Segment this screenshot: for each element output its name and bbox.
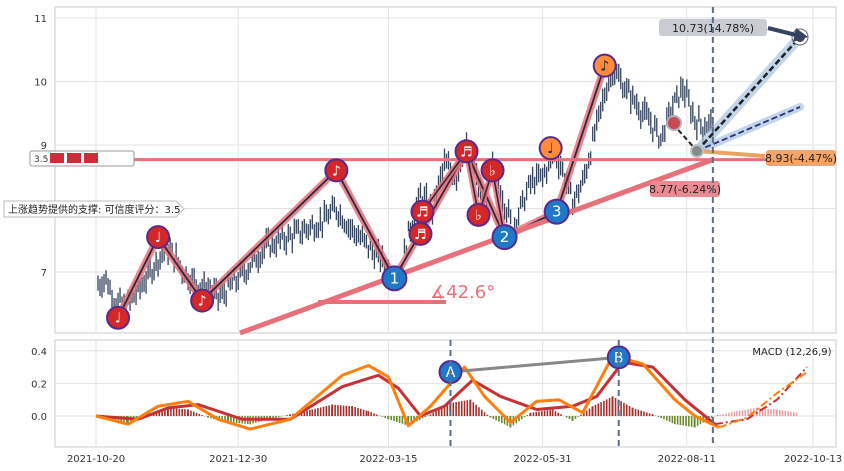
macd-plot-area [54, 339, 837, 448]
wave-marker-circle [466, 202, 491, 227]
target-support-box [650, 181, 720, 197]
wave-marker-circle [454, 139, 479, 164]
wave-marker: ♬ [408, 221, 433, 246]
score-block [84, 153, 98, 163]
wave-marker-circle [106, 305, 131, 330]
wave-marker-label: ♩ [115, 311, 122, 327]
wave-marker-label: ♪ [332, 163, 341, 179]
wave-marker-circle [381, 265, 408, 292]
wave-marker-circle [190, 288, 215, 313]
x-tick-label: 2021-12-30 [209, 454, 267, 465]
support-score-short: 3.5 [34, 155, 48, 165]
forecast-mid [696, 106, 801, 152]
wave-marker: ♪ [324, 158, 349, 183]
support-callout [3, 200, 185, 218]
score-block [67, 153, 81, 163]
forecast-down [696, 149, 766, 158]
trend-angle-label: ∡42.6° [430, 282, 495, 303]
wave-marker-label: ♬ [460, 144, 473, 160]
wave-marker-label: ♪ [198, 294, 207, 310]
wave-marker-circle [592, 53, 617, 78]
support-callout-text: 上涨趋势提供的支撑: 可信度评分：3.5 [8, 203, 180, 216]
wave-marker: ♪ [592, 53, 617, 78]
x-tick-label: 2022-05-31 [514, 454, 572, 465]
divergence-marker [606, 345, 631, 370]
wave-marker-circle [543, 198, 570, 225]
wave-marker-label: 1 [390, 269, 400, 287]
target-up-arrowhead [793, 28, 808, 42]
wave-marker: 2 [491, 224, 518, 251]
wave-marker: ♩ [538, 136, 563, 161]
wave-marker: 1 [381, 265, 408, 292]
target-up-arrow [767, 26, 797, 37]
macd-panel: 0.00.20.4AB [31, 339, 837, 448]
wave-marker-label: ♪ [600, 59, 609, 75]
last-price-dot [666, 115, 682, 131]
price-y-tick: 7 [41, 268, 47, 279]
wave-marker-label: ♩ [155, 230, 162, 246]
target-down-box [766, 150, 836, 166]
wave-marker-label: ♬ [416, 205, 429, 221]
target-support-label: 8.77(-6.24%) [649, 183, 721, 196]
x-tick-label: 2021-10-20 [67, 454, 125, 465]
x-axis: 2021-10-20 2021-12-30 2022-03-15 2022-05-31… [67, 454, 842, 465]
wave-marker-label: ♩ [547, 141, 554, 157]
wave-marker: ♩ [146, 225, 171, 250]
wave-marker-label: ♭ [475, 208, 482, 224]
wave-marker-circle [324, 158, 349, 183]
price-y-tick: 9 [41, 141, 47, 152]
x-tick-label: 2022-03-15 [359, 454, 417, 465]
score-block [50, 153, 64, 163]
price-y-tick: 10 [34, 78, 47, 89]
wave-marker: ♬ [410, 199, 435, 224]
x-tick-label: 2022-08-11 [658, 454, 716, 465]
wave-marker: ♬ [454, 139, 479, 164]
wave-marker-label: 3 [552, 203, 562, 221]
wave-marker-circle [538, 136, 563, 161]
rising-trendline [239, 157, 714, 336]
forecast-up-dark [696, 36, 801, 152]
macd-dif-forecast [718, 371, 808, 429]
divergence-line [450, 355, 619, 374]
macd-y-tick: 0.2 [31, 379, 47, 390]
macd-label: MACD (12,26,9) [752, 347, 831, 358]
macd-y-tick: 0.4 [31, 347, 47, 358]
wave-marker-circle [491, 224, 518, 251]
wave-marker-circle [480, 158, 505, 183]
forecast-join [672, 123, 698, 152]
wave-marker-circle [408, 221, 433, 246]
wave-marker: ♪ [190, 288, 215, 313]
wave-marker-circle [146, 225, 171, 250]
wave-marker: 3 [543, 198, 570, 225]
wave-marker-label: 2 [500, 228, 510, 246]
macd-dea-forecast [714, 366, 808, 426]
wave-marker-label: ♬ [414, 227, 427, 243]
wave-marker: ♩ [106, 305, 131, 330]
forecast-origin [690, 144, 704, 158]
macd-y-tick: 0.0 [31, 412, 47, 423]
divergence-marker-label: B [614, 350, 624, 366]
wave-marker: ♭ [480, 158, 505, 183]
x-tick-label: 2022-10-13 [784, 454, 842, 465]
price-y-tick: 11 [34, 14, 47, 25]
wave-marker: ♭ [466, 202, 491, 227]
support-label: 3.5 上涨趋势提供的支撑: 可信度评分：3.5 [3, 150, 185, 218]
wave-marker-label: ♭ [489, 163, 496, 179]
target-down-label: 8.93(-4.47%) [765, 152, 837, 165]
